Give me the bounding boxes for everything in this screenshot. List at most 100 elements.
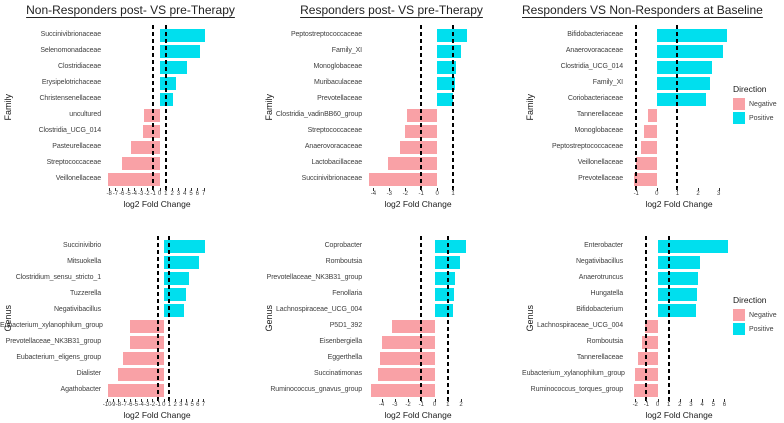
category-label: Succinivibrionaceae [301,175,362,182]
bar-negative [634,172,657,186]
x-tick-row: -10 -9 -8 -7 -6 -5 -4 -3 -2 -1 0 1 2 3 4 5 6 7 [102,399,208,409]
direction-legend: Direction Negative Positive [733,295,783,337]
x-tick-label: -3 [144,402,150,408]
x-tick-mark [115,188,117,191]
bar-negative [378,367,435,381]
x-tick-mark [408,399,410,402]
category-label: Lachnospiraceae_UCG_004 [275,306,362,313]
x-tick-mark [679,399,681,402]
category-label: Veillonellaceae [55,175,101,182]
category-label: Christensenellaceae [39,95,101,102]
bar-positive [163,287,187,301]
category-label: Mitsuokella [67,258,101,265]
x-tick-label: 3 [176,191,181,197]
category-label: Tannerellaceae [576,111,623,118]
x-tick-label: 5 [190,402,194,408]
x-tick-label: -6 [119,191,125,197]
x-tick-mark [434,399,436,402]
category-label: Family_XI [331,47,362,54]
bar-positive [159,76,176,90]
x-tick-label: -5 [132,402,139,408]
panel-title: Responders VS Non-Responders at Baseline [522,3,763,17]
category-label: Fenollaria [332,290,362,297]
x-axis-title: log2 Fold Change [645,410,713,420]
x-tick-mark [118,399,120,402]
plot-area [367,25,469,191]
x-tick-mark [169,399,171,402]
x-tick-label: 2 [170,191,174,197]
y-axis-labels: Peptostreptococcaceae Family_XI Monoglobac… [261,27,365,187]
x-tick-label: 7 [201,191,206,197]
x-tick-label: -10 [102,402,112,408]
category-label: Romboutsia [586,338,623,345]
x-tick-label: 4 [700,402,704,408]
y-axis-labels: Bifidobacteriaceae Anaerovoracaceae Clostr… [522,27,626,187]
x-tick-label: -8 [106,191,112,197]
x-tick-label: -1 [155,402,161,408]
x-tick-mark [192,399,194,402]
category-label: Family_XI [592,79,623,86]
bar-negative [122,156,160,170]
x-tick-label: -7 [112,191,119,197]
reference-line [157,236,160,402]
x-tick-mark [159,188,161,191]
category-label: Ruminococcus_torques_group [530,386,623,393]
category-label: Bifidobacteriaceae [567,31,623,38]
bar-positive [656,76,711,90]
panel-family-baseline: Responders VS Non-Responders at Baseline… [522,0,784,211]
bar-negative [108,383,164,397]
x-axis: -2 -1 0 1 2 3 4 5 6 log2 Fold Change [628,399,730,423]
x-tick-label: -6 [127,402,133,408]
panel-genus-non-responders: Genus Succinivibrio Mitsuokella Clostridiu… [0,211,261,423]
bar-negative [130,319,164,333]
category-label: Succinatimonas [313,370,362,377]
x-tick-mark [140,188,142,191]
bar-positive [656,60,713,74]
x-tick-mark [405,188,407,191]
category-label: Bifidobacterium [576,306,623,313]
x-tick-label: -8 [115,402,122,408]
x-tick-mark [698,188,700,191]
category-label: Monoglobaceae [313,63,362,70]
legend-item-negative: Negative [733,309,783,321]
x-tick-mark [394,399,396,402]
bar-positive [434,303,454,317]
category-label: Prevotellaceae_NK3B31_group [266,274,362,281]
x-axis: -4 -3 -2 -1 0 1 2 log2 Fold Change [367,399,469,423]
bar-negative [142,124,160,138]
category-label: Prevotellaceae [317,95,362,102]
bar-negative [370,383,435,397]
x-tick-mark [184,188,186,191]
category-label: Anaerotruncus [578,274,623,281]
reference-line [645,236,648,402]
bar-negative [641,140,657,154]
x-axis: -4 -3 -2 -1 0 1 log2 Fold Change [367,188,469,212]
x-tick-mark [447,399,449,402]
x-tick-mark [373,188,375,191]
x-tick-label: 5 [189,191,193,197]
negative-swatch [733,98,745,110]
bar-negative [387,156,438,170]
bar-negative [368,172,438,186]
plot-area [106,25,208,191]
bar-negative [144,108,160,122]
category-label: Tuzzerella [69,290,101,297]
x-tick-label: 6 [195,191,199,197]
plot-area [367,236,469,402]
category-label: Eubacterium_xylanophilum_group [0,322,103,329]
x-tick-mark [134,188,136,191]
bar-positive [656,28,727,42]
reference-line [420,25,423,191]
x-tick-label: -2 [632,402,638,408]
x-tick-label: -4 [378,402,385,408]
x-tick-mark [107,399,109,402]
category-label: Streptococcaceae [307,127,363,134]
x-tick-mark [713,399,715,402]
legend-item-positive: Positive [733,112,783,124]
category-label: Hungatella [590,290,624,297]
x-tick-mark [121,188,123,191]
x-tick-mark [461,399,463,402]
x-tick-label: 4 [183,191,187,197]
x-tick-label: -2 [144,191,150,197]
x-tick-label: 6 [722,402,727,408]
